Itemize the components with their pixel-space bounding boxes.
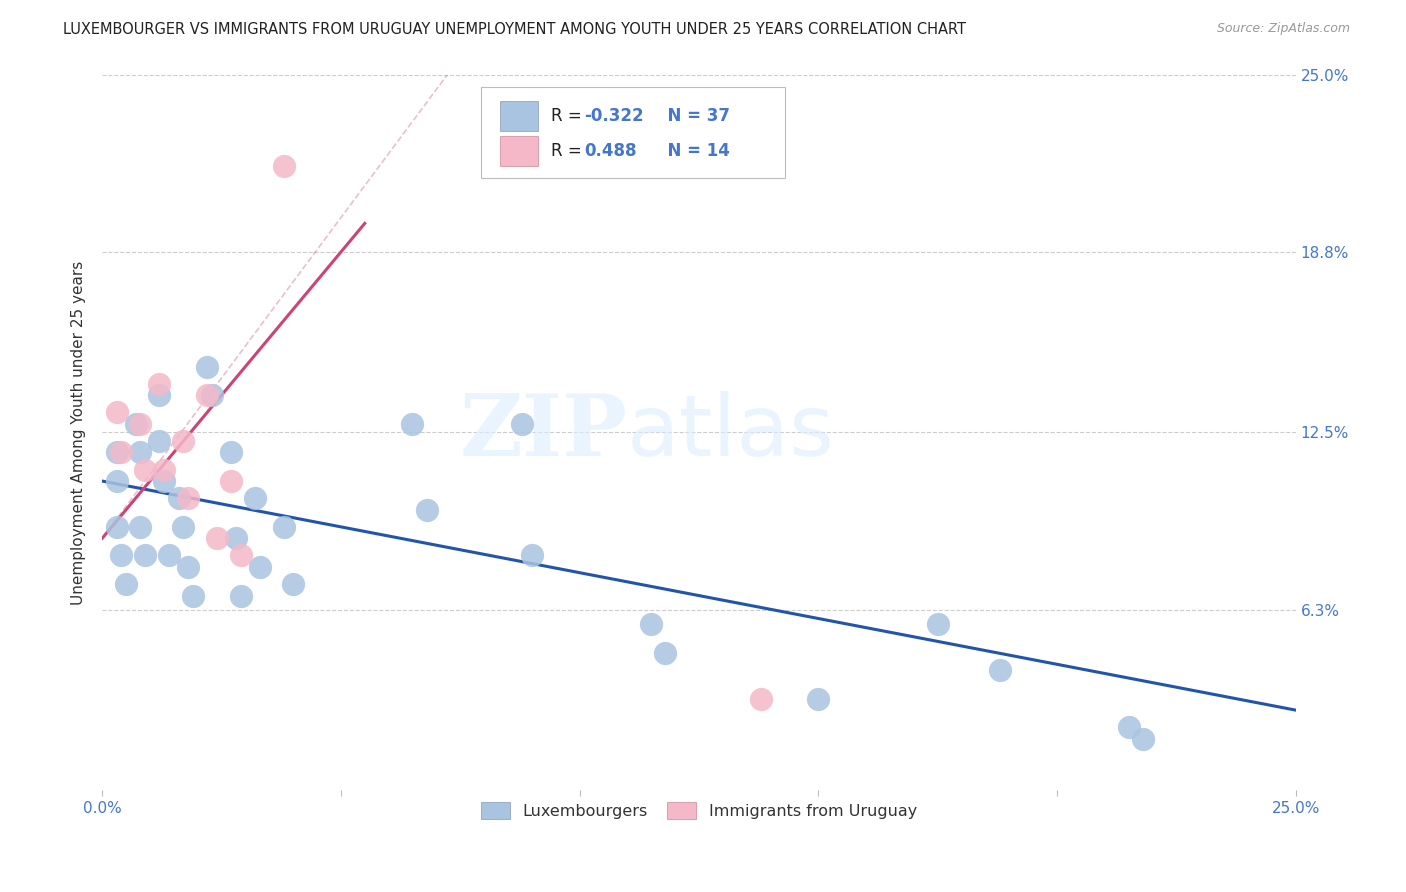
Point <box>134 549 156 563</box>
Point <box>219 474 242 488</box>
Point <box>229 549 252 563</box>
Point <box>401 417 423 431</box>
Point <box>129 520 152 534</box>
Point <box>243 491 266 506</box>
Point <box>105 405 128 419</box>
Point <box>640 617 662 632</box>
Point <box>181 589 204 603</box>
Point <box>219 445 242 459</box>
Text: atlas: atlas <box>627 391 835 474</box>
Point <box>167 491 190 506</box>
Text: Source: ZipAtlas.com: Source: ZipAtlas.com <box>1216 22 1350 36</box>
Point <box>1132 731 1154 746</box>
Point <box>124 417 146 431</box>
Point <box>273 159 295 173</box>
Text: 0.488: 0.488 <box>585 142 637 160</box>
Point <box>273 520 295 534</box>
Point <box>105 445 128 459</box>
Point <box>520 549 543 563</box>
Text: R =: R = <box>551 107 586 125</box>
FancyBboxPatch shape <box>499 136 537 166</box>
Point <box>195 388 218 402</box>
Legend: Luxembourgers, Immigrants from Uruguay: Luxembourgers, Immigrants from Uruguay <box>475 796 924 825</box>
Point <box>510 417 533 431</box>
Point <box>654 646 676 660</box>
Point <box>129 417 152 431</box>
Point <box>229 589 252 603</box>
Point <box>153 462 176 476</box>
Point <box>201 388 224 402</box>
Text: -0.322: -0.322 <box>585 107 644 125</box>
Point <box>195 359 218 374</box>
Text: ZIP: ZIP <box>460 391 627 475</box>
Point <box>416 502 439 516</box>
Text: LUXEMBOURGER VS IMMIGRANTS FROM URUGUAY UNEMPLOYMENT AMONG YOUTH UNDER 25 YEARS : LUXEMBOURGER VS IMMIGRANTS FROM URUGUAY … <box>63 22 966 37</box>
Point <box>807 691 830 706</box>
Y-axis label: Unemployment Among Youth under 25 years: Unemployment Among Youth under 25 years <box>72 260 86 605</box>
Point <box>172 434 194 448</box>
Point <box>249 560 271 574</box>
Point <box>205 531 228 545</box>
Point <box>177 491 200 506</box>
Point <box>110 445 132 459</box>
FancyBboxPatch shape <box>499 101 537 130</box>
Point <box>115 577 138 591</box>
Point <box>283 577 305 591</box>
Point <box>927 617 949 632</box>
Point <box>148 434 170 448</box>
Text: R =: R = <box>551 142 592 160</box>
Text: N = 14: N = 14 <box>657 142 730 160</box>
Point <box>225 531 247 545</box>
Point <box>148 376 170 391</box>
Point <box>157 549 180 563</box>
Point <box>177 560 200 574</box>
Point <box>1118 720 1140 734</box>
FancyBboxPatch shape <box>481 87 785 178</box>
Point <box>749 691 772 706</box>
Point <box>134 462 156 476</box>
Point <box>105 474 128 488</box>
Point <box>148 388 170 402</box>
Point <box>110 549 132 563</box>
Point <box>105 520 128 534</box>
Text: N = 37: N = 37 <box>657 107 730 125</box>
Point <box>172 520 194 534</box>
Point <box>153 474 176 488</box>
Point <box>129 445 152 459</box>
Point <box>988 663 1011 677</box>
